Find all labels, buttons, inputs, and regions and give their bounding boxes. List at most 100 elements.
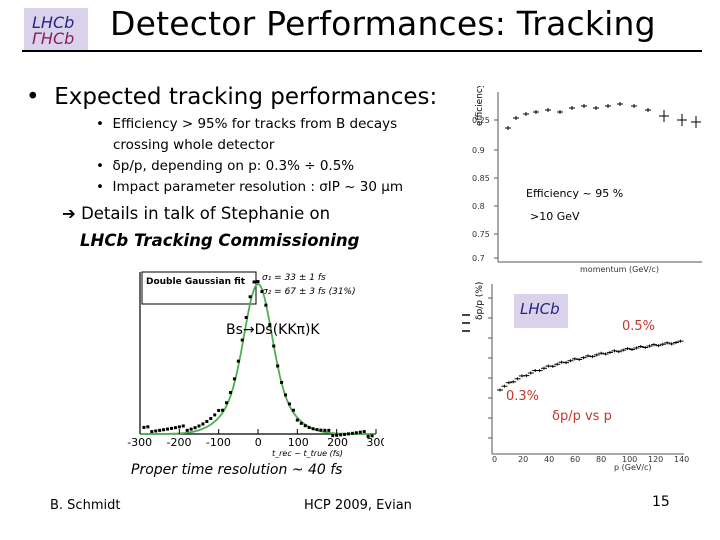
gauss-xtick-label: 100 — [288, 436, 309, 449]
gauss-point — [307, 425, 311, 429]
gauss-point — [150, 430, 154, 434]
gauss-fit-curve — [140, 282, 376, 435]
gauss-point — [284, 393, 288, 397]
gauss-point — [323, 428, 327, 432]
gauss-point — [197, 424, 201, 428]
sub-bullet-impact: • Impact parameter resolution : σIP ~ 30… — [96, 179, 404, 195]
gauss-point — [228, 391, 232, 395]
gauss-point — [276, 364, 280, 368]
dp-xtick-label: 100 — [622, 455, 637, 464]
gauss-point — [162, 428, 166, 432]
gauss-xlabel: t_rec − t_true (fs) — [272, 449, 343, 458]
gauss-plot: Double Gaussian fit σ₁ = 33 ± 1 fs σ₂ = … — [127, 271, 384, 458]
eff-ytick-label: 0.85 — [472, 174, 490, 183]
dp-points — [497, 339, 684, 392]
gauss-point — [264, 303, 268, 307]
lhcb-logo: LHCb ГHCb — [24, 8, 88, 50]
gauss-point — [240, 338, 244, 342]
gauss-point — [173, 426, 177, 430]
gauss-point — [295, 418, 299, 422]
gauss-point — [181, 424, 185, 428]
title-divider — [22, 50, 702, 52]
gauss-point — [205, 419, 209, 423]
dp-label-low: 0.3% — [506, 389, 539, 404]
gauss-point — [350, 431, 354, 435]
gauss-xticks: -300 -200 -100 0 100 200 300 — [127, 429, 384, 449]
bullet-dot: • — [26, 84, 55, 110]
svg-text:LHCb: LHCb — [32, 13, 74, 32]
gauss-point — [354, 431, 358, 435]
gauss-point — [236, 359, 240, 363]
gauss-point — [370, 434, 374, 438]
gauss-point — [244, 315, 248, 319]
dp-ylabel: δp/p (%) — [475, 282, 485, 320]
dp-plot: δp/p (%) LHCb 0.5% 0.3% δp/p vs p 0 20 40 6… — [462, 282, 689, 472]
gauss-point — [315, 428, 319, 432]
dp-xtick-label: 80 — [596, 455, 606, 464]
eff-xlabel: momentum (GeV/c) — [580, 265, 659, 274]
gauss-sigma1: σ₁ = 33 ± 1 fs — [262, 273, 326, 283]
gauss-points — [142, 280, 374, 438]
dp-xtick-label: 60 — [570, 455, 580, 464]
gauss-point — [225, 401, 229, 405]
gauss-point — [177, 425, 181, 429]
gauss-decay-label: Bs→Ds(KKπ)K — [226, 322, 320, 338]
eff-yticks: 0.25 0.9 0.85 0.8 0.75 0.7 — [472, 116, 498, 263]
dp-xtick-label: 0 — [492, 455, 497, 464]
efficiency-plot: efficiency 0.25 0.9 0.85 0.8 0.75 0.7 momentu… — [472, 86, 702, 274]
page-title: Detector Performances: Tracking — [110, 4, 656, 43]
gauss-point — [319, 428, 323, 432]
gauss-point — [272, 344, 276, 348]
eff-ytick-label: 0.7 — [472, 254, 485, 263]
dp-xtick-label: 120 — [648, 455, 663, 464]
gauss-point — [146, 425, 150, 429]
dp-xtick-label: 40 — [544, 455, 554, 464]
gauss-point — [335, 433, 339, 437]
gauss-point — [209, 417, 213, 421]
gauss-point — [221, 408, 225, 412]
gauss-point — [331, 434, 335, 438]
sub-bullet-efficiency: • Efficiency > 95% for tracks from B dec… — [96, 116, 398, 132]
gauss-point — [169, 426, 173, 430]
gauss-point — [343, 432, 347, 436]
dp-xtick-label: 20 — [518, 455, 528, 464]
gauss-point — [185, 428, 189, 432]
gauss-xtick-label: -200 — [167, 436, 192, 449]
gauss-point — [256, 280, 260, 284]
gauss-point — [287, 402, 291, 406]
gauss-point — [280, 380, 284, 384]
eff-ylabel: efficiency — [475, 86, 485, 126]
gauss-point — [268, 323, 272, 327]
eff-points — [505, 102, 701, 130]
gauss-point — [339, 433, 343, 437]
gauss-legend-box — [141, 271, 257, 305]
eff-ytick-label: 0.25 — [472, 116, 490, 125]
gauss-caption: Proper time resolution ~ 40 fs — [131, 462, 343, 478]
page-number: 15 — [652, 494, 670, 510]
gauss-point — [311, 427, 315, 431]
eff-ytick-label: 0.9 — [472, 146, 485, 155]
sub-bullet-efficiency-cont: crossing whole detector — [113, 137, 275, 153]
gauss-xtick-label: 300 — [366, 436, 384, 449]
gauss-point — [260, 290, 264, 294]
gauss-point — [291, 408, 295, 412]
dp-xtick-label: 140 — [674, 455, 689, 464]
dp-edge-mark — [462, 314, 470, 316]
main-bullet: • Expected tracking performances: — [26, 84, 438, 110]
gauss-point — [362, 430, 366, 434]
footer-author: B. Schmidt — [50, 498, 121, 513]
gauss-point — [303, 424, 307, 428]
gauss-point — [232, 377, 236, 381]
gauss-point — [158, 428, 162, 432]
eff-ytick-label: 0.75 — [472, 230, 490, 239]
svg-text:LHCb: LHCb — [520, 300, 560, 318]
eff-gev-label: >10 GeV — [530, 210, 580, 223]
gauss-point — [366, 434, 370, 438]
gauss-xtick-label: -300 — [127, 436, 152, 449]
gauss-point — [142, 425, 146, 429]
gauss-point — [327, 428, 331, 432]
dp-caption: δp/p vs p — [552, 409, 612, 424]
gauss-point — [154, 429, 158, 433]
dp-label-high: 0.5% — [622, 319, 655, 334]
gauss-point — [252, 280, 256, 284]
